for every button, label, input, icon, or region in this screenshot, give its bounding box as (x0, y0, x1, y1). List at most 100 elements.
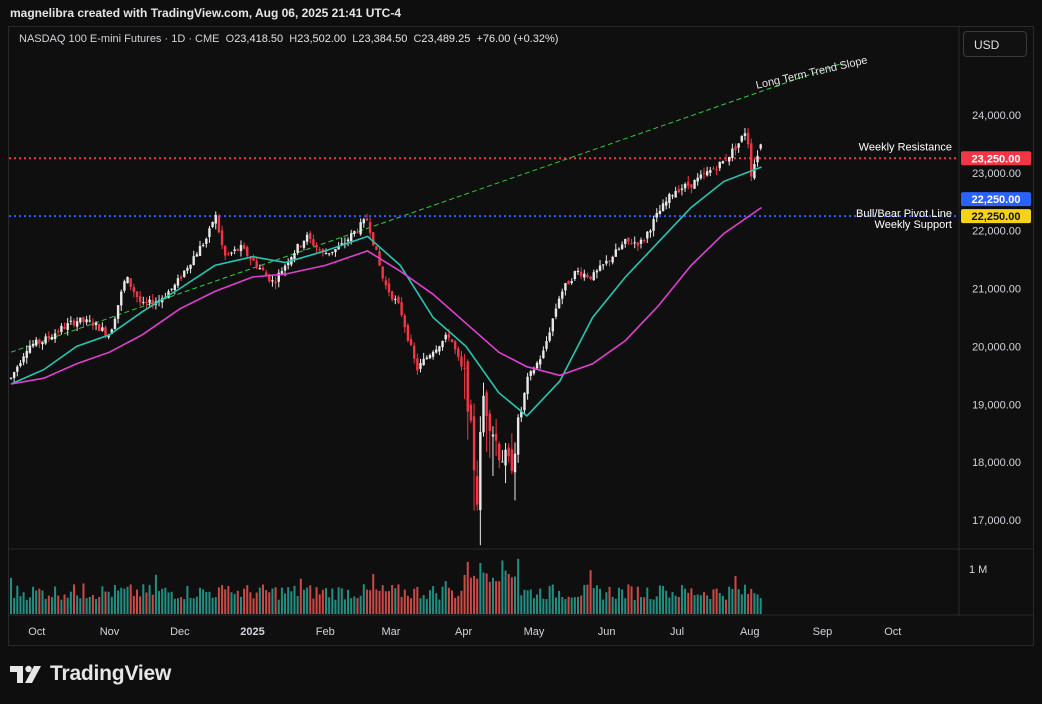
volume-bar (460, 590, 463, 614)
candle-body (375, 246, 378, 250)
chart-frame[interactable]: 17,000.00 18,000.00 19,000.00 20,000.00 21,0… (8, 26, 1034, 646)
candle-body (362, 219, 365, 224)
candle-body (132, 287, 136, 292)
ema-fast-line (10, 166, 762, 417)
volume-bar (186, 585, 189, 614)
volume-bar (457, 595, 460, 614)
volume-bar (469, 577, 472, 614)
candle-body (104, 327, 107, 336)
volume-bar (599, 588, 602, 614)
tradingview-wordmark: TradingView (50, 662, 172, 685)
volume-bar (595, 585, 598, 614)
volume-bar (410, 598, 413, 614)
volume-bar (592, 588, 595, 614)
volume-bar (403, 589, 406, 614)
candle-body (583, 273, 586, 278)
candle-body (630, 243, 633, 245)
candle-body (409, 339, 413, 345)
candle-body (611, 256, 614, 263)
volume-bar (640, 597, 642, 614)
volume-bar (365, 589, 368, 614)
candle-body (274, 281, 277, 284)
y-tick-label: 17,000.00 (972, 515, 1021, 527)
candle-body (28, 345, 32, 353)
candle-body (261, 267, 265, 271)
volume-bar (123, 588, 126, 614)
candle-body (283, 265, 287, 271)
x-tick-label: Aug (740, 626, 760, 638)
volume-bar (539, 588, 542, 614)
volume-bar (542, 598, 545, 614)
candle-body (277, 272, 280, 282)
candle-body (151, 299, 154, 306)
volume-bar (236, 590, 239, 614)
candle-body (746, 132, 750, 145)
candle-body (346, 239, 350, 242)
volume-bar (709, 598, 712, 614)
volume-bar (406, 595, 409, 614)
candle-body (416, 358, 419, 371)
candle-body (696, 177, 699, 182)
candle-body (302, 240, 306, 248)
volume-bar (753, 593, 756, 614)
volume-bar (101, 586, 104, 614)
volume-bar (554, 597, 557, 614)
volume-bar (50, 597, 53, 614)
candle-body (16, 366, 19, 372)
volume-bar (397, 584, 400, 614)
candle-body (595, 270, 599, 273)
candle-body (557, 298, 561, 308)
volume-bar (633, 599, 636, 614)
volume-bar (504, 570, 507, 614)
currency-button[interactable]: USD (963, 31, 1027, 57)
volume-bar (466, 561, 469, 614)
candle-body (627, 237, 630, 242)
candle-body (75, 321, 79, 327)
x-tick-label: Sep (813, 626, 833, 638)
candle-body (598, 265, 602, 271)
candle-body (526, 376, 529, 394)
volume-bar (451, 590, 453, 614)
volume-bar (227, 585, 230, 614)
volume-bar (350, 598, 353, 614)
price-chart[interactable]: 17,000.00 18,000.00 19,000.00 20,000.00 21,0… (9, 27, 1033, 645)
volume-bar (91, 594, 94, 614)
volume-bar (583, 585, 586, 614)
volume-bar (680, 585, 683, 614)
close-label: C (413, 33, 422, 45)
volume-bar (558, 590, 561, 614)
candle-body (639, 239, 643, 244)
candle-body (693, 179, 696, 189)
candle-body (321, 249, 325, 253)
volume-bar (743, 584, 746, 614)
symbol-name[interactable]: NASDAQ 100 E-mini Futures · 1D · CME (19, 33, 220, 45)
volume-bar (217, 587, 220, 614)
candle-body (718, 161, 721, 169)
candle-body (579, 271, 583, 277)
volume-bar (265, 590, 268, 614)
volume-bar (41, 590, 44, 614)
candle-body (617, 248, 621, 250)
volume-bar (507, 573, 510, 614)
candle-body (400, 302, 403, 316)
candle-body (472, 416, 476, 471)
candle-body (715, 169, 718, 171)
volume-bar (731, 589, 734, 614)
volume-bar (441, 586, 444, 614)
volume-bar (630, 586, 633, 614)
volume-bar (302, 589, 305, 614)
tradingview-logo[interactable]: TradingView (10, 662, 171, 686)
volume-bar (614, 598, 617, 614)
volume-bar (309, 585, 312, 614)
candle-body (9, 377, 13, 379)
candle-body (602, 264, 605, 266)
candle-body (249, 258, 252, 260)
candle-body (447, 334, 451, 339)
candle-body (116, 305, 120, 319)
candle-body (53, 333, 57, 340)
volume-bar (69, 591, 72, 614)
candle-body (759, 144, 762, 149)
resistance-price-badge-bg (961, 151, 1031, 166)
candle-body (687, 181, 690, 186)
volume-bar (353, 596, 356, 614)
